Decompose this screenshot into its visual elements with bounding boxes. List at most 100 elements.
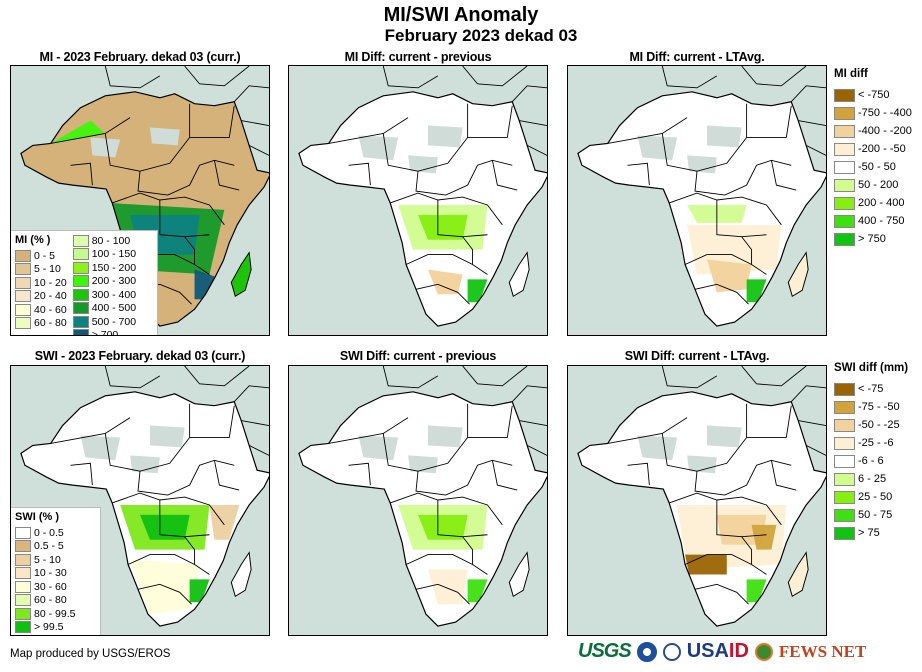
country-border (348, 162, 371, 186)
country-border (741, 66, 807, 87)
legend-label: 100 - 150 (91, 248, 137, 261)
data-layer (328, 425, 528, 605)
legend-label: -75 - -50 (858, 401, 900, 413)
country-border (415, 459, 513, 496)
country-border (137, 159, 235, 196)
data-zone (467, 279, 488, 303)
legend-label: > 99.5 (34, 621, 64, 634)
country-border (437, 500, 488, 538)
legend-swatch (72, 315, 89, 328)
legend-swatch (15, 276, 31, 289)
legend-item: 500 - 700 (72, 315, 137, 329)
country-border (104, 66, 161, 89)
legend-item: 100 - 150 (72, 248, 137, 262)
legend-item: 0.5 - 5 (15, 540, 96, 554)
country-border (382, 403, 469, 472)
data-layer (50, 120, 250, 315)
panel-title-swi-current: SWI - 2023 February. dekad 03 (curr.) (34, 349, 246, 363)
legend-label: 30 - 60 (34, 580, 67, 593)
country-border (415, 159, 513, 196)
legend-label: 5 - 10 (34, 263, 61, 276)
data-zone (140, 514, 190, 540)
country-border (607, 117, 688, 144)
nodata-zone (80, 435, 121, 461)
legend-item: < -75 (834, 380, 908, 398)
legend-swatch (834, 196, 855, 210)
legend-swatch (72, 288, 89, 301)
map-panel-swi-diff-previous (288, 365, 548, 636)
panel-title-mi-diff-previous: MI Diff: current - previous (344, 50, 492, 64)
country-border (491, 460, 518, 491)
madagascar (230, 551, 252, 598)
legend-item: > 75 (834, 524, 908, 542)
legend-item: 200 - 400 (834, 194, 912, 212)
nodata-zone (149, 425, 185, 448)
madagascar (230, 251, 252, 298)
country-border (746, 405, 792, 438)
africa-coastline (298, 91, 547, 327)
country-border (137, 583, 192, 605)
country-border (741, 236, 753, 265)
country-border (669, 192, 782, 226)
data-zone (189, 579, 210, 603)
country-border (127, 554, 210, 575)
legend-swatch (834, 160, 855, 174)
panel-title-mi-current: MI - 2023 February. dekad 03 (curr.) (39, 50, 241, 64)
legend-label: -6 - 6 (858, 455, 884, 467)
usaid-seal-icon (662, 642, 681, 661)
country-border (790, 85, 826, 103)
nodata-zone (687, 155, 717, 174)
usgs-logo: USGS (578, 640, 632, 662)
country-border (112, 192, 225, 226)
data-zone (130, 559, 200, 615)
country-border (462, 366, 528, 387)
legend-item: 10 - 20 (15, 276, 67, 290)
country-border (661, 66, 718, 89)
legend-item: -50 - -25 (834, 416, 908, 434)
country-border (405, 254, 488, 275)
data-zone (149, 274, 195, 315)
country-border (213, 160, 240, 191)
africa-map (577, 366, 826, 627)
legend-swatch (15, 540, 31, 553)
fews-net-logo: FEWS NET (778, 641, 867, 661)
country-border (770, 460, 797, 491)
legend-item: -25 - -6 (834, 434, 908, 452)
legend-swatch (15, 553, 31, 566)
legend-item: -75 - -50 (834, 398, 908, 416)
country-border (213, 460, 240, 491)
country-border (741, 536, 753, 565)
country-border (694, 283, 749, 305)
legend-swatch (834, 508, 855, 522)
country-border (437, 200, 488, 238)
legend-label: 0 - 5 (34, 249, 56, 262)
country-border (511, 385, 547, 403)
legend-label: 60 - 80 (34, 317, 67, 330)
country-border (798, 420, 826, 426)
legend-item: 20 - 40 (15, 290, 67, 304)
legend-item: 60 - 80 (15, 317, 67, 331)
data-zone (746, 579, 767, 603)
legend-label: 500 - 700 (91, 315, 137, 328)
legend-item: < -750 (834, 86, 912, 104)
fews-globe-icon (754, 642, 773, 661)
country-border (233, 85, 269, 103)
legend-swatch (834, 400, 855, 414)
legend-swatch (72, 275, 89, 288)
legend-swatch (834, 526, 855, 540)
country-border (627, 162, 650, 186)
country-border (184, 366, 250, 387)
country-border (415, 583, 470, 605)
africa-map (577, 66, 826, 327)
legend-swatch (72, 248, 89, 261)
country-border (462, 236, 474, 265)
country-border (716, 200, 767, 238)
legend-swatch (72, 234, 89, 247)
nodata-zone (90, 137, 121, 158)
country-border (798, 120, 826, 126)
country-border (467, 405, 513, 438)
country-border (104, 103, 191, 172)
data-zone (418, 514, 468, 540)
country-border (184, 536, 196, 565)
